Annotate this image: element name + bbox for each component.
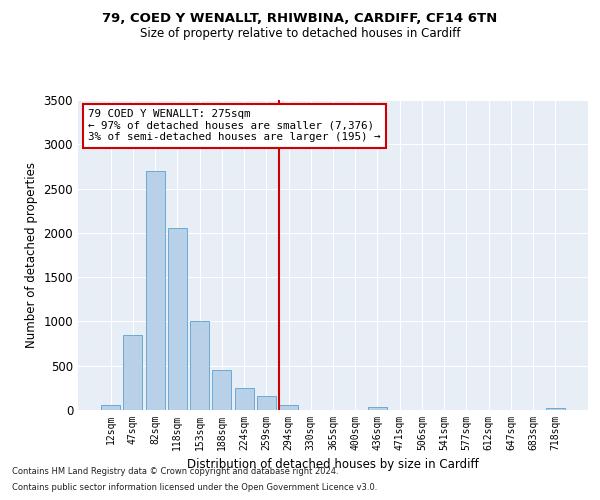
Text: Contains HM Land Registry data © Crown copyright and database right 2024.: Contains HM Land Registry data © Crown c… bbox=[12, 467, 338, 476]
Bar bbox=[124, 334, 142, 410]
Text: Size of property relative to detached houses in Cardiff: Size of property relative to detached ho… bbox=[140, 28, 460, 40]
Bar bbox=[168, 228, 187, 410]
Bar bbox=[101, 405, 120, 410]
Bar bbox=[235, 388, 254, 410]
Bar bbox=[546, 408, 565, 410]
X-axis label: Distribution of detached houses by size in Cardiff: Distribution of detached houses by size … bbox=[187, 458, 479, 471]
Bar bbox=[146, 171, 164, 410]
Bar bbox=[212, 370, 231, 410]
Text: Contains public sector information licensed under the Open Government Licence v3: Contains public sector information licen… bbox=[12, 484, 377, 492]
Bar bbox=[190, 320, 209, 410]
Bar bbox=[257, 396, 276, 410]
Bar bbox=[279, 404, 298, 410]
Bar bbox=[368, 407, 387, 410]
Text: 79 COED Y WENALLT: 275sqm
← 97% of detached houses are smaller (7,376)
3% of sem: 79 COED Y WENALLT: 275sqm ← 97% of detac… bbox=[88, 110, 381, 142]
Text: 79, COED Y WENALLT, RHIWBINA, CARDIFF, CF14 6TN: 79, COED Y WENALLT, RHIWBINA, CARDIFF, C… bbox=[103, 12, 497, 26]
Y-axis label: Number of detached properties: Number of detached properties bbox=[25, 162, 38, 348]
